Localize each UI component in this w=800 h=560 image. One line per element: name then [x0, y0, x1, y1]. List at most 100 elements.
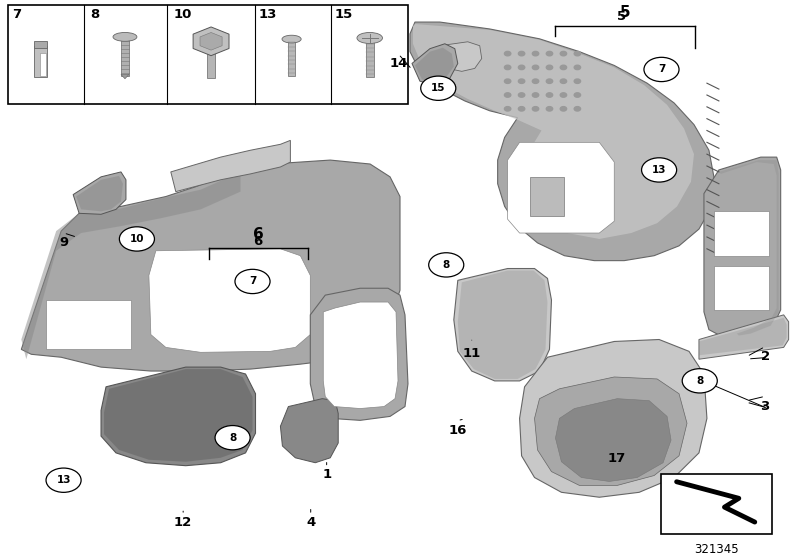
- Bar: [34, 41, 47, 48]
- Polygon shape: [699, 315, 789, 359]
- Circle shape: [532, 79, 538, 83]
- Polygon shape: [73, 172, 126, 214]
- Circle shape: [574, 79, 581, 83]
- Text: 14: 14: [390, 58, 407, 71]
- Ellipse shape: [282, 35, 301, 43]
- Polygon shape: [458, 270, 547, 379]
- Bar: [8, 6, 408, 104]
- Polygon shape: [410, 22, 714, 260]
- Circle shape: [518, 93, 525, 97]
- Bar: [207, 52, 215, 78]
- Polygon shape: [149, 249, 310, 352]
- Polygon shape: [415, 48, 454, 83]
- Circle shape: [532, 52, 538, 56]
- Polygon shape: [454, 269, 551, 381]
- Circle shape: [532, 65, 538, 69]
- Circle shape: [574, 52, 581, 56]
- Circle shape: [119, 227, 154, 251]
- Circle shape: [532, 93, 538, 97]
- Circle shape: [546, 106, 553, 111]
- Circle shape: [560, 52, 566, 56]
- Circle shape: [518, 65, 525, 69]
- Polygon shape: [413, 24, 694, 239]
- Circle shape: [46, 468, 81, 492]
- Circle shape: [574, 65, 581, 69]
- Text: 6: 6: [254, 235, 262, 248]
- Circle shape: [505, 65, 511, 69]
- Circle shape: [574, 106, 581, 111]
- Text: 12: 12: [174, 516, 192, 529]
- Polygon shape: [412, 44, 458, 85]
- Circle shape: [546, 93, 553, 97]
- Text: 321345: 321345: [694, 543, 739, 556]
- Circle shape: [505, 52, 511, 56]
- Circle shape: [574, 93, 581, 97]
- Text: 7: 7: [658, 64, 665, 74]
- Polygon shape: [46, 300, 131, 349]
- Text: 4: 4: [306, 516, 315, 529]
- Circle shape: [505, 79, 511, 83]
- Polygon shape: [699, 318, 786, 355]
- Circle shape: [546, 52, 553, 56]
- Polygon shape: [76, 176, 123, 211]
- Bar: [34, 46, 47, 77]
- Polygon shape: [193, 27, 229, 55]
- Polygon shape: [508, 142, 614, 233]
- Polygon shape: [121, 74, 129, 79]
- Polygon shape: [310, 288, 408, 421]
- Circle shape: [505, 106, 511, 111]
- Polygon shape: [438, 42, 482, 71]
- Polygon shape: [534, 377, 687, 486]
- Text: 10: 10: [174, 8, 192, 21]
- Text: 9: 9: [59, 236, 68, 249]
- Circle shape: [421, 76, 456, 100]
- Circle shape: [505, 93, 511, 97]
- Circle shape: [546, 79, 553, 83]
- Text: 1: 1: [322, 468, 331, 481]
- Circle shape: [235, 269, 270, 293]
- Text: 15: 15: [334, 8, 353, 21]
- Circle shape: [682, 368, 718, 393]
- Text: 13: 13: [56, 475, 71, 485]
- Text: 16: 16: [448, 424, 466, 437]
- Text: 10: 10: [130, 234, 144, 244]
- Circle shape: [644, 57, 679, 82]
- Polygon shape: [170, 141, 290, 192]
- Bar: [40, 53, 46, 76]
- Circle shape: [560, 106, 566, 111]
- Polygon shape: [719, 160, 778, 335]
- Circle shape: [642, 158, 677, 182]
- Polygon shape: [200, 32, 222, 50]
- Polygon shape: [323, 302, 398, 408]
- Bar: [121, 36, 129, 76]
- Polygon shape: [714, 211, 769, 256]
- Text: 6: 6: [253, 227, 264, 242]
- Text: 8: 8: [90, 8, 100, 21]
- Text: 7: 7: [13, 8, 22, 21]
- Circle shape: [518, 106, 525, 111]
- Ellipse shape: [357, 32, 382, 44]
- Polygon shape: [101, 367, 255, 466]
- Polygon shape: [530, 177, 565, 216]
- Text: 11: 11: [462, 347, 481, 360]
- Circle shape: [215, 426, 250, 450]
- Text: 8: 8: [696, 376, 703, 386]
- Polygon shape: [104, 369, 253, 462]
- Ellipse shape: [113, 32, 137, 41]
- Polygon shape: [555, 399, 671, 482]
- Text: 13: 13: [652, 165, 666, 175]
- Circle shape: [546, 65, 553, 69]
- Circle shape: [518, 52, 525, 56]
- Circle shape: [560, 93, 566, 97]
- Polygon shape: [714, 265, 769, 310]
- Text: 8: 8: [442, 260, 450, 270]
- Text: 13: 13: [258, 8, 277, 21]
- Text: 5: 5: [617, 10, 626, 23]
- Polygon shape: [22, 160, 400, 371]
- Bar: [366, 37, 374, 77]
- Circle shape: [518, 79, 525, 83]
- Circle shape: [560, 79, 566, 83]
- Polygon shape: [519, 339, 707, 497]
- Circle shape: [560, 65, 566, 69]
- Polygon shape: [281, 399, 338, 463]
